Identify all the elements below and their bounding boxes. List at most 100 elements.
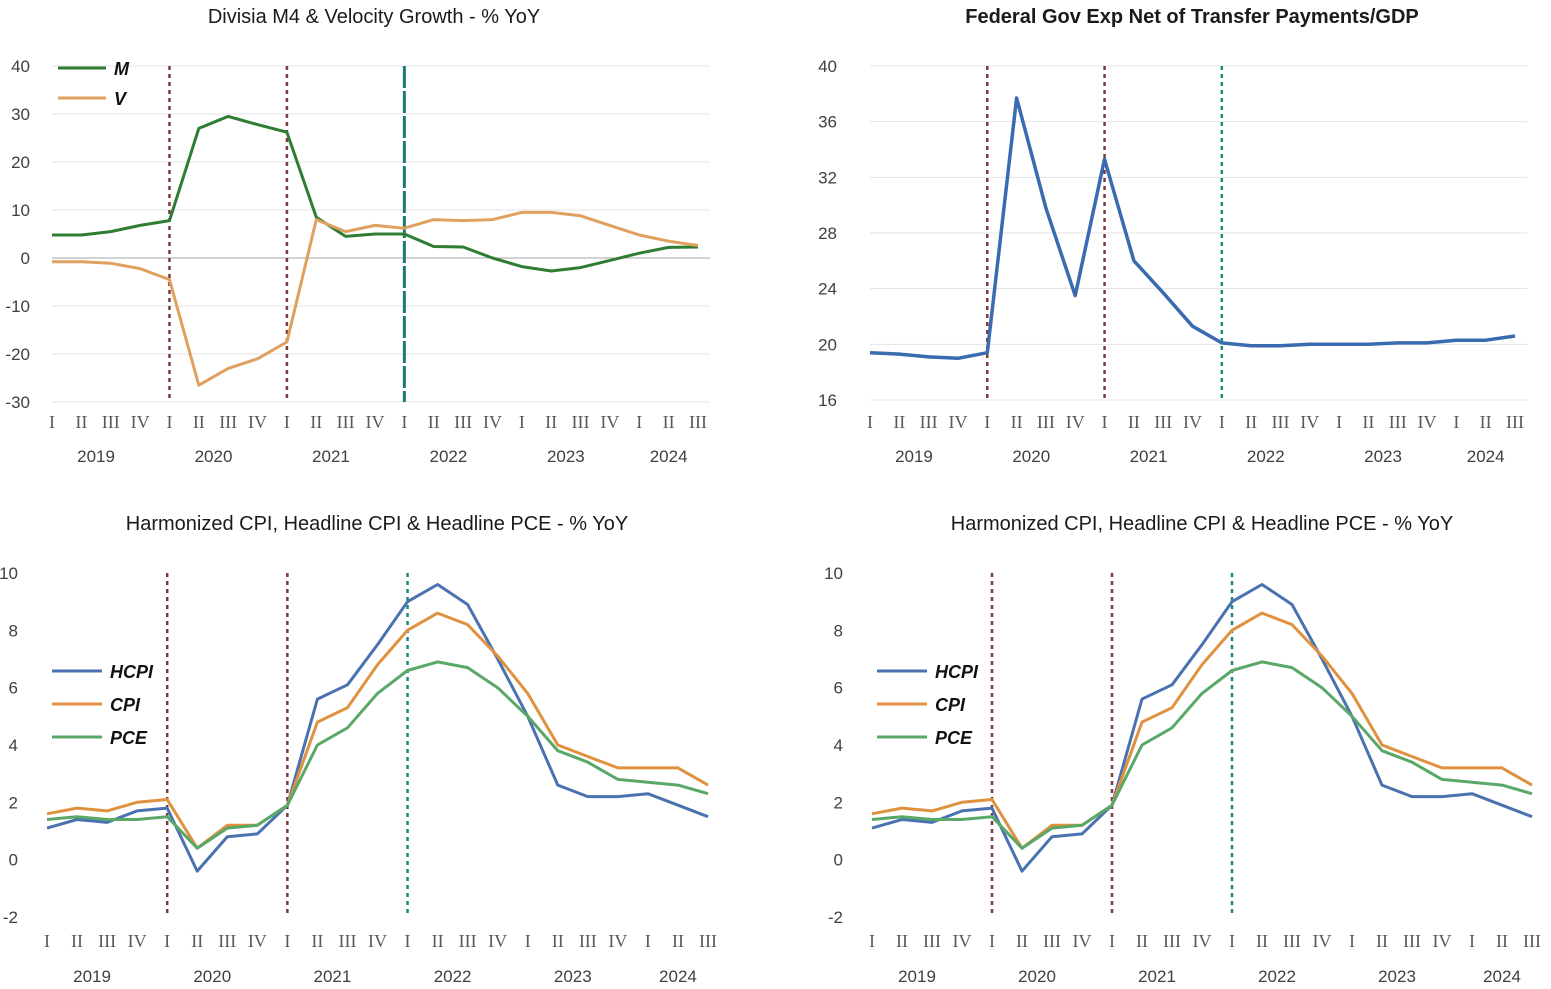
x-tick-year: 2024 bbox=[1467, 447, 1505, 466]
x-tick-quarter: II bbox=[1362, 412, 1374, 432]
x-tick-quarter: II bbox=[432, 931, 444, 951]
x-tick-quarter: III bbox=[920, 412, 938, 432]
x-tick-quarter: III bbox=[219, 412, 237, 432]
y-tick-label: 28 bbox=[818, 224, 837, 243]
x-tick-year: 2022 bbox=[434, 967, 472, 986]
y-tick-label: -30 bbox=[5, 393, 30, 412]
x-tick-quarter: III bbox=[1043, 931, 1061, 951]
y-tick-label: 32 bbox=[818, 168, 837, 187]
x-tick-quarter: IV bbox=[1066, 412, 1085, 432]
series-line-hcpi bbox=[871, 583, 1533, 873]
series-line-cpi bbox=[46, 611, 709, 850]
x-tick-quarter: III bbox=[1389, 412, 1407, 432]
chart-title: Harmonized CPI, Headline CPI & Headline … bbox=[126, 513, 628, 535]
x-tick-year: 2019 bbox=[73, 967, 111, 986]
y-tick-label: 2 bbox=[834, 793, 843, 812]
legend-label: V bbox=[114, 89, 128, 109]
y-tick-label: 4 bbox=[834, 736, 843, 755]
x-tick-quarter: I bbox=[405, 931, 411, 951]
x-tick-quarter: III bbox=[337, 412, 355, 432]
x-tick-quarter: III bbox=[1403, 931, 1421, 951]
x-tick-quarter: III bbox=[459, 931, 477, 951]
x-tick-quarter: IV bbox=[1193, 931, 1212, 951]
x-tick-quarter: I bbox=[1109, 931, 1115, 951]
x-tick-year: 2019 bbox=[77, 447, 115, 466]
y-tick-label: 0 bbox=[21, 249, 30, 268]
x-tick-quarter: II bbox=[1245, 412, 1257, 432]
x-tick-quarter: I bbox=[1336, 412, 1342, 432]
x-tick-year: 2019 bbox=[895, 447, 933, 466]
x-tick-quarter: IV bbox=[128, 931, 147, 951]
chart-title: Harmonized CPI, Headline CPI & Headline … bbox=[951, 513, 1453, 535]
x-tick-quarter: IV bbox=[1433, 931, 1452, 951]
x-tick-year: 2024 bbox=[659, 967, 697, 986]
x-tick-year: 2022 bbox=[1247, 447, 1285, 466]
x-tick-quarter: II bbox=[1136, 931, 1148, 951]
y-tick-label: 24 bbox=[818, 280, 837, 299]
x-tick-quarter: IV bbox=[483, 412, 502, 432]
x-tick-year: 2024 bbox=[1483, 967, 1521, 986]
x-tick-quarter: IV bbox=[1418, 412, 1437, 432]
chart-title: Federal Gov Exp Net of Transfer Payments… bbox=[965, 6, 1418, 28]
x-tick-quarter: IV bbox=[368, 931, 387, 951]
y-tick-label: -2 bbox=[3, 908, 18, 927]
y-tick-label: 0 bbox=[834, 851, 843, 870]
x-tick-quarter: II bbox=[1480, 412, 1492, 432]
y-tick-label: 6 bbox=[9, 679, 18, 698]
x-tick-year: 2020 bbox=[1012, 447, 1050, 466]
x-tick-quarter: III bbox=[1154, 412, 1172, 432]
x-tick-year: 2019 bbox=[898, 967, 936, 986]
legend-label: CPI bbox=[935, 695, 966, 715]
y-tick-label: 10 bbox=[824, 564, 843, 583]
y-tick-label: 40 bbox=[818, 57, 837, 76]
x-tick-quarter: I bbox=[44, 931, 50, 951]
federal-exp-chart: Federal Gov Exp Net of Transfer Payments… bbox=[818, 6, 1527, 466]
x-tick-quarter: II bbox=[1011, 412, 1023, 432]
chart-panel-inflation-right: Harmonized CPI, Headline CPI & Headline … bbox=[775, 495, 1551, 989]
inflation-chart-left: Harmonized CPI, Headline CPI & Headline … bbox=[0, 513, 717, 986]
x-tick-quarter: II bbox=[545, 412, 557, 432]
chart-panel-federal-exp: Federal Gov Exp Net of Transfer Payments… bbox=[775, 0, 1551, 495]
x-tick-year: 2021 bbox=[1138, 967, 1176, 986]
x-tick-quarter: III bbox=[923, 931, 941, 951]
x-tick-quarter: III bbox=[454, 412, 472, 432]
series-line-m bbox=[52, 114, 699, 273]
x-tick-year: 2020 bbox=[195, 447, 233, 466]
x-tick-year: 2024 bbox=[650, 447, 688, 466]
x-tick-quarter: III bbox=[1283, 931, 1301, 951]
series-line-cpi bbox=[871, 611, 1533, 850]
x-tick-quarter: I bbox=[1453, 412, 1459, 432]
y-tick-label: 6 bbox=[834, 679, 843, 698]
y-tick-label: 10 bbox=[11, 201, 30, 220]
y-tick-label: 2 bbox=[9, 793, 18, 812]
x-tick-quarter: IV bbox=[1300, 412, 1319, 432]
x-tick-quarter: II bbox=[311, 931, 323, 951]
x-tick-quarter: IV bbox=[953, 931, 972, 951]
x-tick-quarter: I bbox=[525, 931, 531, 951]
legend-label: HCPI bbox=[935, 662, 979, 682]
series-line-pce bbox=[46, 660, 709, 850]
y-tick-label: 20 bbox=[11, 153, 30, 172]
y-tick-label: 0 bbox=[9, 851, 18, 870]
x-tick-quarter: II bbox=[191, 931, 203, 951]
x-tick-quarter: I bbox=[166, 412, 172, 432]
y-tick-label: -10 bbox=[5, 297, 30, 316]
series-line-pce bbox=[871, 660, 1533, 850]
inflation-chart-right: Harmonized CPI, Headline CPI & Headline … bbox=[824, 513, 1541, 986]
x-tick-quarter: IV bbox=[131, 412, 150, 432]
x-tick-year: 2020 bbox=[1018, 967, 1056, 986]
x-tick-quarter: III bbox=[699, 931, 717, 951]
y-tick-label: 8 bbox=[834, 621, 843, 640]
y-tick-label: -20 bbox=[5, 345, 30, 364]
x-tick-quarter: III bbox=[572, 412, 590, 432]
x-tick-quarter: II bbox=[672, 931, 684, 951]
x-tick-quarter: I bbox=[869, 931, 875, 951]
x-tick-quarter: I bbox=[284, 412, 290, 432]
x-tick-quarter: IV bbox=[248, 931, 267, 951]
series-line-hcpi bbox=[46, 583, 709, 873]
y-tick-label: 40 bbox=[11, 57, 30, 76]
legend-label: HCPI bbox=[110, 662, 154, 682]
y-tick-label: 4 bbox=[9, 736, 18, 755]
x-tick-quarter: II bbox=[71, 931, 83, 951]
x-tick-year: 2021 bbox=[1130, 447, 1168, 466]
